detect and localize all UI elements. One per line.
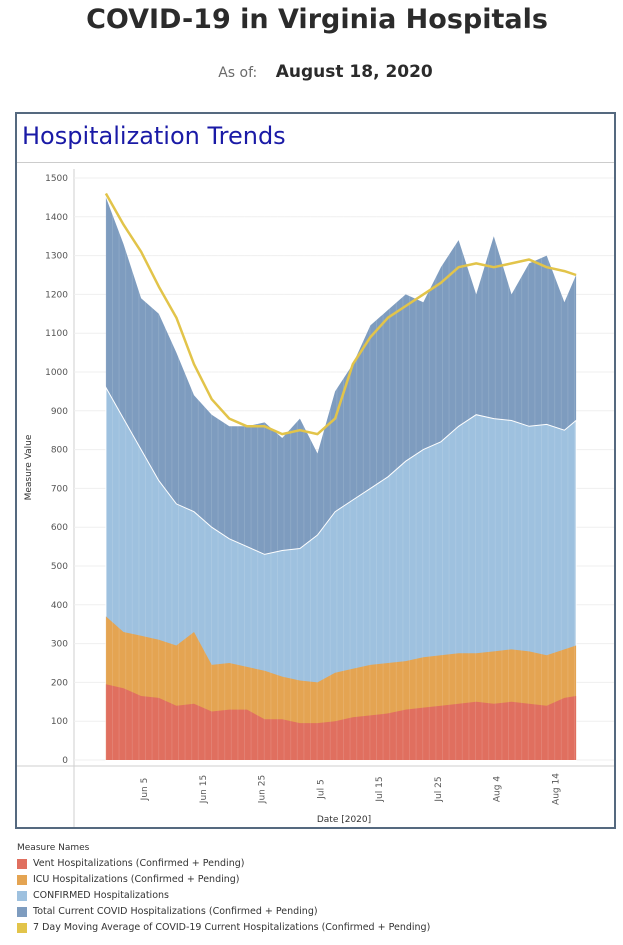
y-tick-label: 600	[51, 523, 68, 533]
y-tick-label: 1000	[45, 368, 68, 378]
hospitalization-trends-panel: Hospitalization Trends 0 100 200 300 400 500 6…	[15, 112, 616, 829]
y-tick-label: 300	[51, 640, 68, 650]
legend-item: 7 Day Moving Average of COVID-19 Current…	[17, 920, 617, 936]
y-tick-label: 400	[51, 601, 68, 611]
legend-swatch	[17, 891, 27, 901]
bar-texture	[105, 179, 575, 760]
x-tick-label: Jun 5	[140, 778, 150, 802]
hospitalization-chart: 0 100 200 300 400 500 600 700 800 900 1000 1100 1200…	[17, 169, 614, 827]
x-tick-label: Jun 25	[258, 775, 268, 804]
legend-label: Total Current COVID Hospitalizations (Co…	[33, 906, 318, 917]
legend-label: Vent Hospitalizations (Confirmed + Pendi…	[33, 858, 245, 869]
y-tick-label: 1300	[45, 252, 68, 262]
legend-swatch	[17, 923, 27, 933]
y-tick-label: 1400	[45, 213, 68, 223]
x-axis-title: Date [2020]	[317, 815, 371, 825]
legend-item: Total Current COVID Hospitalizations (Co…	[17, 904, 617, 920]
y-tick-label: 800	[51, 446, 68, 456]
y-tick-label: 200	[51, 678, 68, 688]
legend: Measure Names Vent Hospitalizations (Con…	[17, 843, 617, 936]
y-tick-label: 1100	[45, 329, 68, 339]
y-tick-label: 700	[51, 484, 68, 494]
legend-item: Vent Hospitalizations (Confirmed + Pendi…	[17, 856, 617, 872]
legend-swatch	[17, 875, 27, 885]
x-tick-label: Jul 15	[375, 776, 385, 802]
x-tick-label: Jul 25	[434, 776, 444, 802]
x-tick-label: Aug 4	[493, 776, 503, 802]
y-tick-label: 1500	[45, 174, 68, 184]
legend-item: ICU Hospitalizations (Confirmed + Pendin…	[17, 872, 617, 888]
legend-label: ICU Hospitalizations (Confirmed + Pendin…	[33, 874, 240, 885]
as-of-date: August 18, 2020	[275, 62, 433, 82]
area-series-0	[105, 684, 577, 760]
legend-swatch	[17, 859, 27, 869]
legend-swatch	[17, 907, 27, 917]
as-of-line: As of: August 18, 2020	[0, 62, 623, 82]
legend-label: CONFIRMED Hospitalizations	[33, 890, 169, 901]
page-title: COVID-19 in Virginia Hospitals	[86, 4, 548, 35]
x-tick-label: Jul 5	[316, 779, 326, 799]
legend-title: Measure Names	[17, 843, 90, 853]
as-of-label: As of:	[218, 65, 258, 81]
x-tick-label: Aug 14	[551, 773, 561, 805]
y-tick-label: 0	[62, 756, 68, 766]
legend-item: CONFIRMED Hospitalizations	[17, 888, 617, 904]
y-tick-label: 100	[51, 717, 68, 727]
y-tick-label: 500	[51, 562, 68, 572]
moving-average-line	[104, 192, 577, 436]
y-tick-label: 900	[51, 407, 68, 417]
panel-title: Hospitalization Trends	[22, 122, 286, 150]
legend-label: 7 Day Moving Average of COVID-19 Current…	[33, 922, 431, 933]
y-axis-title: Measure Value	[24, 434, 34, 500]
y-tick-label: 1200	[45, 290, 68, 300]
legend-items: Vent Hospitalizations (Confirmed + Pendi…	[17, 856, 617, 936]
title-divider	[17, 162, 614, 163]
x-tick-label: Jun 15	[199, 775, 209, 804]
